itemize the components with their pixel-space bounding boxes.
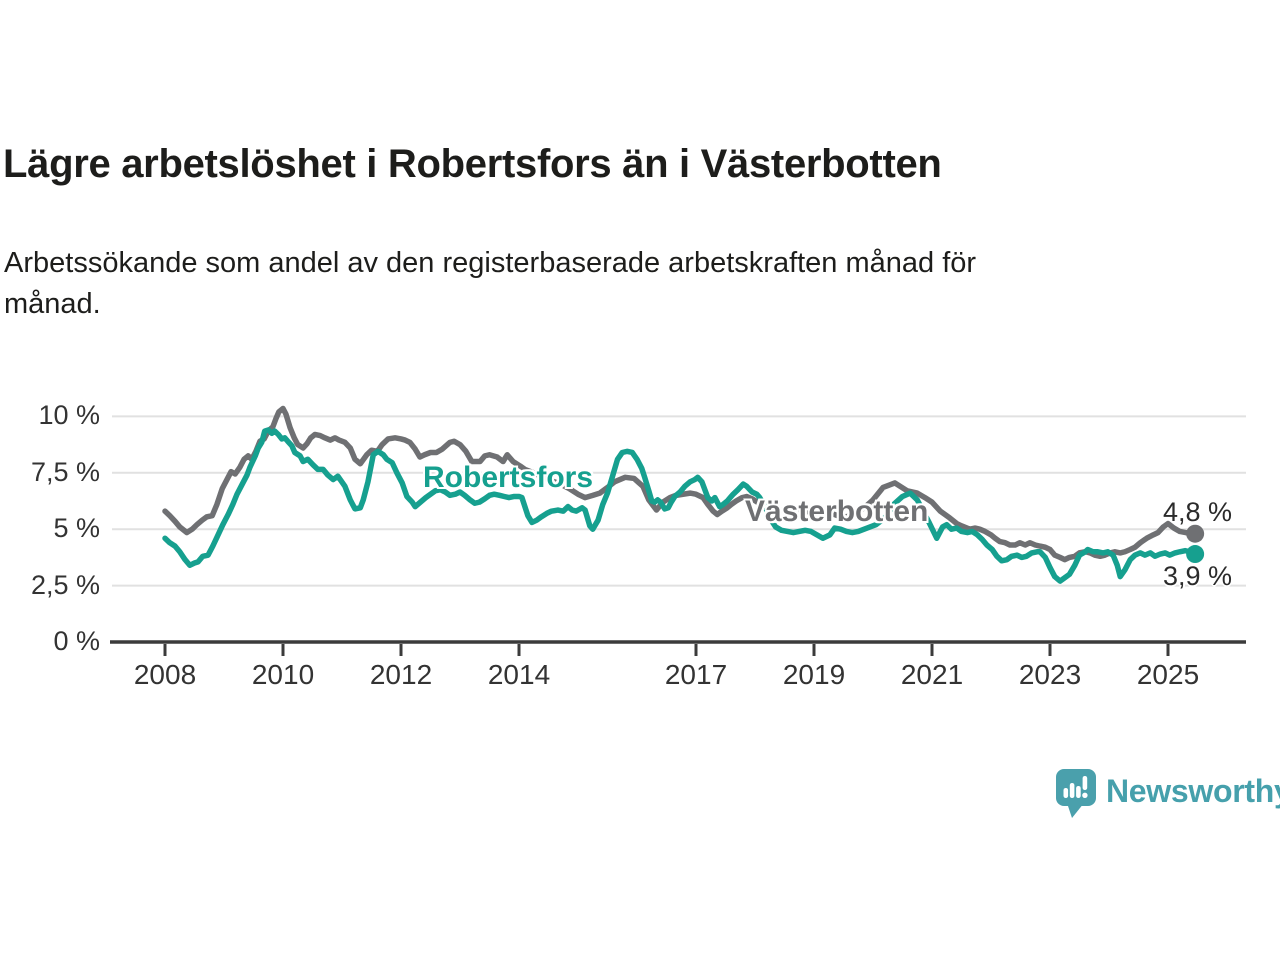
x-axis-label-2010: 2010	[251, 659, 315, 690]
y-axis-label-10: 10 %	[38, 400, 100, 431]
newsworthy-speech-bubble-icon	[1056, 769, 1096, 818]
end-value-label-robertsfors: 3,9 %	[1163, 561, 1233, 591]
series-label-robertsfors: Robertsfors	[423, 461, 594, 494]
chart-subtitle: Arbetssökande som andel av den registerb…	[4, 243, 976, 325]
y-axis-label-0: 0 %	[53, 625, 100, 656]
x-axis-label-2017: 2017	[664, 659, 728, 690]
subtitle-line-1: Arbetssökande som andel av den registerb…	[4, 247, 977, 279]
vasterbotten-line	[162, 405, 1198, 563]
x-axis-label-2019: 2019	[782, 659, 846, 690]
x-axis-label-2021: 2021	[900, 659, 964, 690]
x-axis-label-2008: 2008	[133, 659, 197, 690]
newsworthy-logo: Newsworthy	[1056, 769, 1280, 819]
x-axis-label-2023: 2023	[1018, 659, 1082, 690]
x-axis-label-2012: 2012	[369, 659, 433, 690]
y-axis-label-2-5: 2,5 %	[30, 569, 100, 600]
end-value-label-vasterbotten: 4,8 %	[1163, 497, 1233, 527]
y-axis-label-7-5: 7,5 %	[30, 456, 100, 487]
series-label-vasterbotten: Västerbotten	[745, 495, 929, 528]
robertsfors-line	[162, 427, 1198, 584]
robertsfors-end-dot	[1186, 545, 1205, 564]
vasterbotten-end-dot	[1186, 524, 1205, 543]
x-axis-label-2025: 2025	[1136, 659, 1200, 690]
subtitle-line-2: månad.	[4, 288, 101, 320]
x-axis-label-2014: 2014	[487, 659, 551, 690]
brand-name: Newsworthy	[1106, 772, 1280, 809]
page-title: Lägre arbetslöshet i Robertsfors än i Vä…	[3, 142, 942, 186]
y-axis-label-5: 5 %	[53, 513, 100, 544]
